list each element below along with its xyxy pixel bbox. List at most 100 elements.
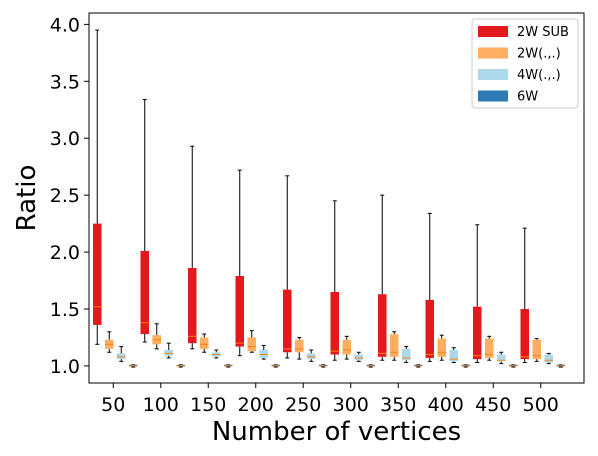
box-body bbox=[295, 339, 304, 353]
legend-label: 4W(.,.) bbox=[517, 68, 561, 83]
box-6W-450 bbox=[509, 364, 518, 368]
box-body bbox=[390, 334, 399, 357]
box-4W(.,.)-100 bbox=[164, 342, 173, 359]
box-4W(.,.)-50 bbox=[117, 346, 126, 362]
boxes-layer bbox=[93, 29, 565, 368]
box-4W(.,.)-450 bbox=[497, 351, 506, 365]
x-axis-label: Number of vertices bbox=[212, 417, 461, 447]
legend: 2W SUB 2W(.,.) 4W(.,.) 6W bbox=[471, 18, 579, 109]
box-4W(.,.)-400 bbox=[449, 347, 458, 364]
box-6W-300 bbox=[366, 364, 375, 368]
box-2W(.,.)-300 bbox=[342, 335, 351, 360]
box-body bbox=[247, 337, 256, 352]
legend-label: 6W bbox=[517, 90, 538, 105]
box-4W(.,.)-300 bbox=[354, 351, 363, 362]
box-2W SUB-450 bbox=[473, 224, 482, 364]
box-body bbox=[532, 339, 541, 360]
y-tick-label: 1.0 bbox=[50, 356, 80, 378]
box-body bbox=[437, 338, 446, 357]
x-axis: 50 100 150 200 250 300 350 400 450 500 bbox=[101, 383, 559, 416]
box-6W-50 bbox=[129, 364, 138, 368]
box-6W-400 bbox=[461, 364, 470, 368]
box-2W SUB-250 bbox=[283, 175, 292, 359]
y-axis-label: Ratio bbox=[12, 165, 42, 232]
box-6W-250 bbox=[319, 364, 328, 368]
x-tick-label: 50 bbox=[101, 394, 125, 416]
box-body bbox=[497, 354, 506, 362]
box-body bbox=[188, 268, 197, 344]
box-4W(.,.)-150 bbox=[212, 349, 221, 359]
legend-label: 2W SUB bbox=[517, 25, 569, 40]
legend-swatch bbox=[478, 90, 508, 102]
box-2W SUB-400 bbox=[425, 212, 434, 362]
box-body bbox=[520, 309, 529, 360]
x-tick-label: 200 bbox=[238, 394, 274, 416]
box-body bbox=[378, 294, 387, 357]
box-4W(.,.)-500 bbox=[544, 352, 553, 365]
box-2W(.,.)-250 bbox=[295, 336, 304, 360]
box-2W(.,.)-200 bbox=[247, 330, 256, 353]
box-body bbox=[330, 291, 339, 355]
box-6W-200 bbox=[271, 364, 280, 368]
box-6W-500 bbox=[556, 364, 565, 368]
box-body bbox=[354, 354, 363, 361]
box-body bbox=[544, 354, 553, 363]
box-2W SUB-150 bbox=[188, 145, 197, 350]
box-body bbox=[200, 337, 209, 349]
plot-frame bbox=[88, 12, 585, 384]
y-tick-label: 2.0 bbox=[50, 242, 80, 264]
x-tick-label: 450 bbox=[475, 394, 511, 416]
box-body bbox=[283, 289, 292, 353]
box-6W-150 bbox=[224, 364, 233, 368]
box-2W(.,.)-400 bbox=[437, 334, 446, 361]
box-body bbox=[117, 353, 126, 360]
box-2W(.,.)-50 bbox=[105, 331, 114, 353]
box-6W-350 bbox=[414, 364, 423, 368]
box-4W(.,.)-350 bbox=[402, 346, 411, 364]
legend-label: 2W(.,.) bbox=[517, 47, 561, 62]
y-axis: 1.0 1.5 2.0 2.5 3.0 3.5 4.0 bbox=[50, 14, 89, 378]
box-2W SUB-50 bbox=[93, 29, 102, 345]
box-body bbox=[164, 349, 173, 356]
box-body bbox=[473, 306, 482, 360]
box-body bbox=[402, 348, 411, 361]
x-tick-label: 350 bbox=[380, 394, 416, 416]
x-tick-label: 250 bbox=[285, 394, 321, 416]
legend-frame bbox=[471, 18, 579, 109]
x-tick-label: 100 bbox=[143, 394, 179, 416]
box-body bbox=[425, 299, 434, 358]
y-tick-label: 2.5 bbox=[50, 185, 80, 207]
box-body bbox=[307, 353, 316, 360]
box-body bbox=[449, 349, 458, 362]
y-tick-label: 1.5 bbox=[50, 299, 80, 321]
legend-swatch bbox=[478, 69, 508, 80]
box-body bbox=[342, 339, 351, 355]
x-tick-label: 400 bbox=[428, 394, 464, 416]
box-2W(.,.)-500 bbox=[532, 338, 541, 362]
x-tick-label: 300 bbox=[333, 394, 369, 416]
box-2W(.,.)-450 bbox=[485, 335, 494, 361]
box-2W SUB-100 bbox=[140, 99, 149, 343]
y-tick-label: 3.5 bbox=[50, 71, 80, 93]
box-4W(.,.)-250 bbox=[307, 349, 316, 362]
box-2W(.,.)-150 bbox=[200, 333, 209, 353]
x-tick-label: 150 bbox=[190, 394, 226, 416]
box-4W(.,.)-200 bbox=[259, 344, 268, 360]
box-2W SUB-300 bbox=[330, 200, 339, 361]
legend-swatch bbox=[478, 26, 508, 37]
box-body bbox=[235, 275, 244, 347]
box-body bbox=[259, 349, 268, 358]
box-body bbox=[485, 338, 494, 358]
box-2W(.,.)-100 bbox=[152, 323, 161, 350]
box-6W-100 bbox=[176, 364, 185, 368]
box-2W SUB-200 bbox=[235, 169, 244, 357]
y-tick-label: 4.0 bbox=[50, 14, 80, 36]
box-2W SUB-350 bbox=[378, 194, 387, 361]
x-tick-label: 500 bbox=[523, 394, 559, 416]
box-body bbox=[93, 223, 102, 325]
box-2W(.,.)-350 bbox=[390, 331, 399, 361]
box-body bbox=[140, 250, 149, 335]
legend-swatch bbox=[478, 47, 508, 59]
box-2W SUB-500 bbox=[520, 227, 529, 364]
